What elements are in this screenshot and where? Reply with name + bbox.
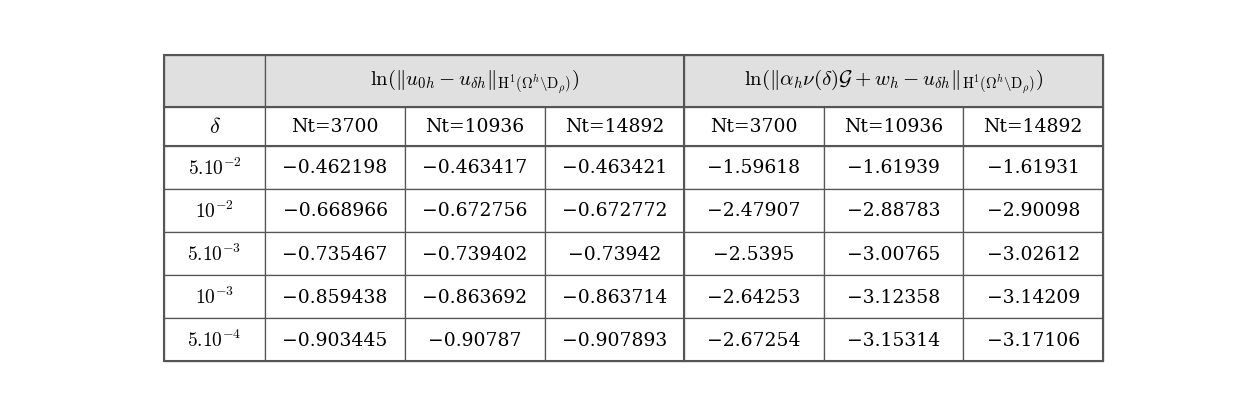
Bar [266, 233, 405, 275]
Text: −0.863714: −0.863714 [561, 288, 667, 306]
Text: −0.463417: −0.463417 [421, 159, 528, 177]
Bar [824, 275, 963, 318]
Bar [266, 318, 405, 361]
Text: −2.47907: −2.47907 [707, 202, 801, 220]
Bar [266, 275, 405, 318]
Bar [685, 318, 824, 361]
Text: −0.863692: −0.863692 [423, 288, 528, 306]
Bar [545, 146, 685, 190]
Text: −1.61939: −1.61939 [847, 159, 941, 177]
Text: Nt=14892: Nt=14892 [984, 118, 1083, 136]
Text: Nt=14892: Nt=14892 [565, 118, 664, 136]
Text: −0.735467: −0.735467 [282, 245, 388, 263]
Text: Nt=3700: Nt=3700 [711, 118, 797, 136]
Bar [963, 108, 1103, 146]
Bar [963, 233, 1103, 275]
Bar [545, 190, 685, 233]
Bar [405, 108, 545, 146]
Text: $\ln(\|\alpha_h\nu(\delta)\mathcal{G} + w_h - u_{\delta h}\|_{\mathrm{H}^1(\Omeg: $\ln(\|\alpha_h\nu(\delta)\mathcal{G} + … [744, 68, 1043, 96]
Bar [685, 146, 824, 190]
Text: −1.59618: −1.59618 [707, 159, 801, 177]
Bar [963, 318, 1103, 361]
Bar [963, 275, 1103, 318]
Text: −2.67254: −2.67254 [707, 331, 801, 349]
Text: $10^{-2}$: $10^{-2}$ [195, 200, 234, 221]
Bar [266, 56, 685, 108]
Text: −0.859438: −0.859438 [282, 288, 388, 306]
Text: $5.10^{-3}$: $5.10^{-3}$ [188, 243, 242, 264]
Text: −0.73942: −0.73942 [567, 245, 661, 263]
Bar [266, 146, 405, 190]
Bar [545, 318, 685, 361]
Bar [685, 275, 824, 318]
Text: −2.5395: −2.5395 [713, 245, 795, 263]
Bar [824, 318, 963, 361]
Bar [824, 233, 963, 275]
Text: −0.463421: −0.463421 [561, 159, 667, 177]
Text: −0.90787: −0.90787 [428, 331, 522, 349]
Bar [824, 190, 963, 233]
Text: Nt=3700: Nt=3700 [292, 118, 378, 136]
Text: −0.903445: −0.903445 [282, 331, 388, 349]
Bar [164, 108, 266, 146]
Bar [685, 233, 824, 275]
Bar [164, 233, 266, 275]
Text: −2.88783: −2.88783 [847, 202, 941, 220]
Bar [266, 108, 405, 146]
Bar [164, 275, 266, 318]
Bar [545, 108, 685, 146]
Bar [266, 190, 405, 233]
Text: −0.907893: −0.907893 [561, 331, 667, 349]
Text: −3.12358: −3.12358 [847, 288, 941, 306]
Bar [164, 56, 266, 108]
Bar [685, 190, 824, 233]
Text: $\delta$: $\delta$ [209, 116, 220, 138]
Text: −2.90098: −2.90098 [986, 202, 1080, 220]
Bar [963, 190, 1103, 233]
Bar [405, 275, 545, 318]
Text: $5.10^{-4}$: $5.10^{-4}$ [188, 329, 242, 351]
Bar [164, 318, 266, 361]
Text: Nt=10936: Nt=10936 [425, 118, 524, 136]
Text: $\ln(\|u_{0h} - u_{\delta h}\|_{\mathrm{H}^1(\Omega^h\backslash \mathrm{D}_\rho): $\ln(\|u_{0h} - u_{\delta h}\|_{\mathrm{… [370, 68, 580, 96]
Bar [405, 318, 545, 361]
Bar [164, 146, 266, 190]
Text: −2.64253: −2.64253 [707, 288, 801, 306]
Text: −0.739402: −0.739402 [421, 245, 528, 263]
Bar [405, 233, 545, 275]
Text: −3.14209: −3.14209 [986, 288, 1080, 306]
Bar [545, 233, 685, 275]
Bar [685, 56, 1103, 108]
Text: Nt=10936: Nt=10936 [844, 118, 943, 136]
Bar [963, 146, 1103, 190]
Text: −0.672772: −0.672772 [561, 202, 667, 220]
Bar [824, 108, 963, 146]
Bar [405, 146, 545, 190]
Text: −0.462198: −0.462198 [283, 159, 388, 177]
Text: −0.668966: −0.668966 [283, 202, 388, 220]
Text: −1.61931: −1.61931 [986, 159, 1080, 177]
Bar [405, 190, 545, 233]
Bar [685, 108, 824, 146]
Text: −3.02612: −3.02612 [986, 245, 1080, 263]
Text: −3.15314: −3.15314 [847, 331, 941, 349]
Bar [545, 275, 685, 318]
Text: $5.10^{-2}$: $5.10^{-2}$ [188, 157, 241, 178]
Text: −0.672756: −0.672756 [421, 202, 528, 220]
Text: $10^{-3}$: $10^{-3}$ [195, 286, 234, 308]
Text: −3.17106: −3.17106 [986, 331, 1080, 349]
Bar [164, 190, 266, 233]
Bar [824, 146, 963, 190]
Text: −3.00765: −3.00765 [847, 245, 941, 263]
